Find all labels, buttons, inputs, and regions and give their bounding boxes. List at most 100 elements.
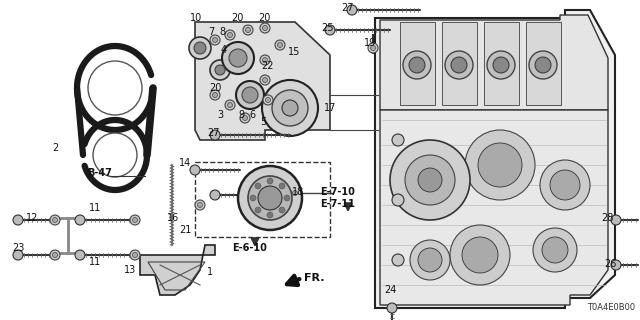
Polygon shape [400, 22, 435, 105]
Circle shape [292, 190, 298, 196]
Circle shape [540, 160, 590, 210]
Circle shape [418, 168, 442, 192]
Circle shape [190, 165, 200, 175]
Text: E-7-11: E-7-11 [321, 199, 355, 209]
Circle shape [478, 143, 522, 187]
Circle shape [240, 113, 250, 123]
Circle shape [279, 207, 285, 213]
Circle shape [262, 26, 268, 30]
Circle shape [52, 252, 58, 258]
Circle shape [130, 250, 140, 260]
Polygon shape [484, 22, 519, 105]
Circle shape [266, 98, 271, 102]
Polygon shape [526, 22, 561, 105]
Circle shape [130, 215, 140, 225]
Circle shape [542, 237, 568, 263]
Circle shape [267, 212, 273, 218]
Text: E-7-10: E-7-10 [321, 187, 355, 197]
Circle shape [535, 57, 551, 73]
Circle shape [272, 90, 308, 126]
Text: 27: 27 [342, 3, 355, 13]
Circle shape [222, 42, 254, 74]
Circle shape [611, 215, 621, 225]
Circle shape [392, 134, 404, 146]
Text: 16: 16 [167, 213, 179, 223]
Circle shape [263, 95, 273, 105]
Text: 11: 11 [89, 257, 101, 267]
Text: 15: 15 [288, 47, 300, 57]
Circle shape [225, 30, 235, 40]
Circle shape [450, 225, 510, 285]
Text: 6: 6 [249, 110, 255, 120]
Circle shape [290, 188, 300, 198]
Text: 8: 8 [219, 27, 225, 37]
Circle shape [267, 178, 273, 184]
Text: 17: 17 [324, 103, 336, 113]
Circle shape [260, 75, 270, 85]
Text: 28: 28 [601, 213, 613, 223]
Bar [195, 162, 330, 237]
Text: B-47: B-47 [88, 168, 113, 178]
Circle shape [210, 90, 220, 100]
Text: 18: 18 [292, 187, 304, 197]
Text: E-6-10: E-6-10 [232, 243, 268, 253]
Circle shape [279, 183, 285, 189]
Circle shape [255, 207, 261, 213]
Circle shape [260, 55, 270, 65]
Circle shape [132, 252, 138, 258]
Circle shape [189, 37, 211, 59]
Text: 20: 20 [231, 13, 243, 23]
Polygon shape [380, 110, 608, 305]
Text: 22: 22 [262, 61, 275, 71]
Text: 27: 27 [207, 128, 220, 138]
Circle shape [238, 166, 302, 230]
Circle shape [194, 42, 206, 54]
Text: 13: 13 [124, 265, 136, 275]
Text: 12: 12 [26, 213, 38, 223]
Circle shape [242, 87, 258, 103]
Circle shape [390, 140, 470, 220]
Circle shape [225, 100, 235, 110]
Circle shape [262, 77, 268, 83]
Circle shape [212, 92, 218, 98]
Circle shape [325, 25, 335, 35]
Circle shape [250, 195, 256, 201]
Circle shape [451, 57, 467, 73]
Circle shape [198, 203, 202, 207]
Circle shape [75, 250, 85, 260]
Circle shape [371, 45, 376, 51]
Text: 3: 3 [217, 110, 223, 120]
Text: 4: 4 [221, 45, 227, 55]
Text: 9: 9 [238, 110, 244, 120]
Text: 2: 2 [52, 143, 58, 153]
Circle shape [392, 254, 404, 266]
Circle shape [50, 215, 60, 225]
Text: 19: 19 [364, 38, 376, 48]
Circle shape [52, 218, 58, 222]
Text: 25: 25 [322, 23, 334, 33]
Circle shape [611, 260, 621, 270]
Circle shape [210, 190, 220, 200]
Polygon shape [140, 245, 215, 295]
Text: 1: 1 [207, 267, 213, 277]
Circle shape [195, 200, 205, 210]
Circle shape [243, 116, 248, 121]
Text: 21: 21 [179, 225, 191, 235]
Circle shape [529, 51, 557, 79]
Circle shape [227, 33, 232, 37]
Circle shape [210, 35, 220, 45]
Circle shape [246, 28, 250, 33]
Circle shape [229, 49, 247, 67]
Circle shape [262, 58, 268, 62]
Circle shape [392, 194, 404, 206]
Circle shape [212, 37, 218, 43]
Text: FR.: FR. [304, 273, 324, 283]
Text: 10: 10 [190, 13, 202, 23]
Circle shape [236, 81, 264, 109]
Circle shape [255, 183, 261, 189]
Text: 11: 11 [89, 203, 101, 213]
Circle shape [462, 237, 498, 273]
Circle shape [215, 65, 225, 75]
Circle shape [262, 80, 318, 136]
Circle shape [13, 250, 23, 260]
